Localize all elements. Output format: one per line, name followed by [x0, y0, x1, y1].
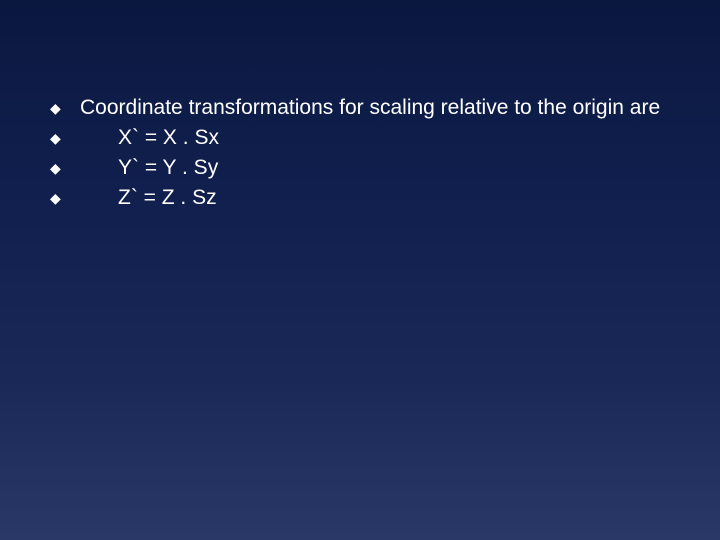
- diamond-bullet-icon: ◆: [50, 125, 80, 151]
- bullet-text: X` = X . Sx: [80, 125, 670, 151]
- bullet-item: ◆ Z` = Z . Sz: [50, 185, 670, 211]
- diamond-bullet-icon: ◆: [50, 155, 80, 181]
- bullet-item: ◆ Coordinate transformations for scaling…: [50, 95, 670, 121]
- bullet-text: Coordinate transformations for scaling r…: [80, 95, 670, 121]
- bullet-item: ◆ X` = X . Sx: [50, 125, 670, 151]
- bullet-item: ◆ Y` = Y . Sy: [50, 155, 670, 181]
- bullet-text: Z` = Z . Sz: [80, 185, 670, 211]
- diamond-bullet-icon: ◆: [50, 185, 80, 211]
- bullet-text: Y` = Y . Sy: [80, 155, 670, 181]
- slide-body: ◆ Coordinate transformations for scaling…: [0, 0, 720, 540]
- diamond-bullet-icon: ◆: [50, 95, 80, 121]
